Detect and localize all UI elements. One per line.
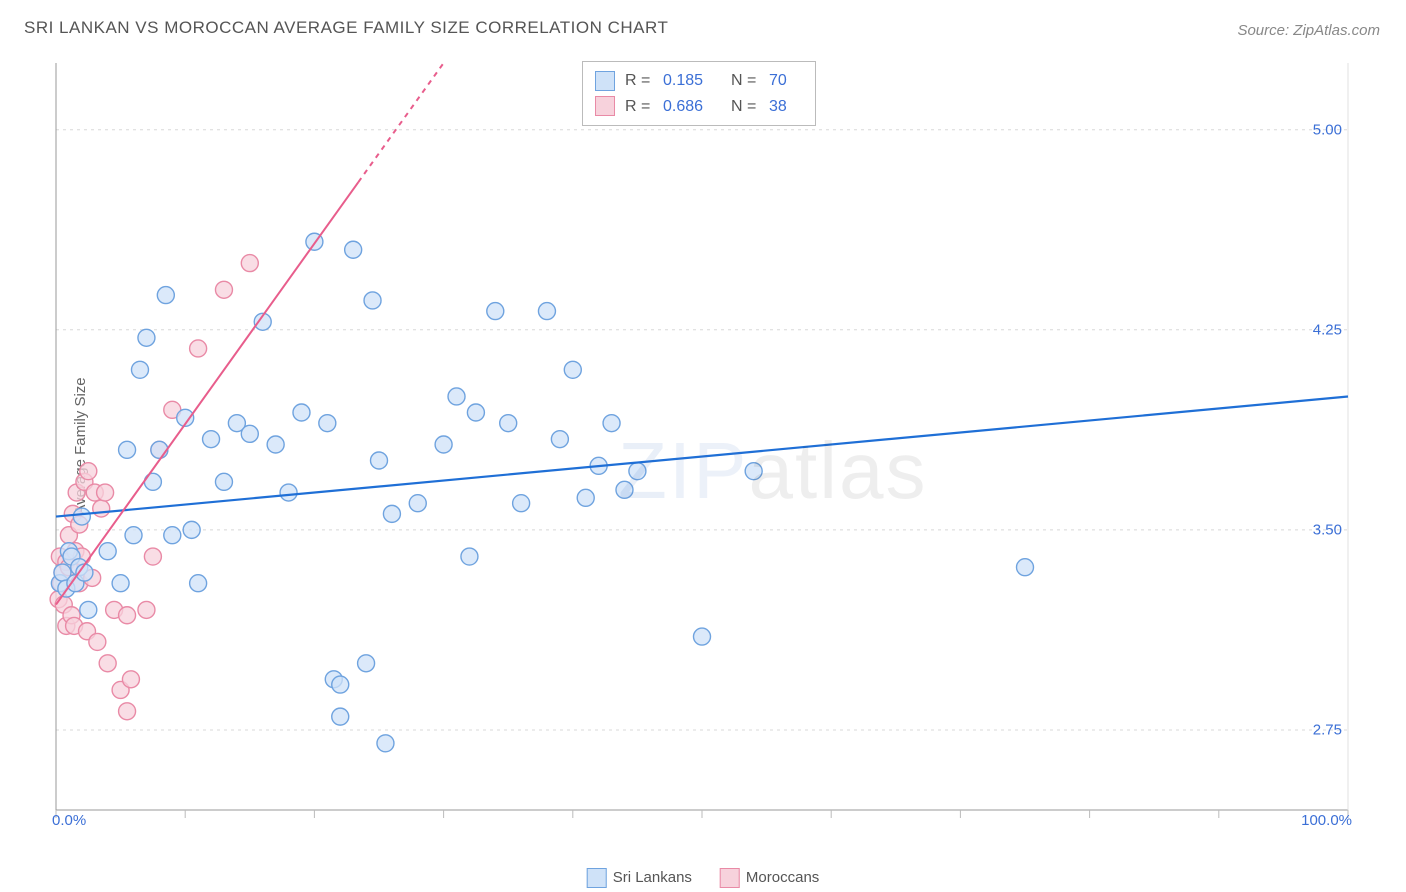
x-axis-max-label: 100.0% [1301, 812, 1352, 829]
legend-swatch [595, 71, 615, 91]
x-axis-min-label: 0.0% [52, 812, 86, 829]
series-legend: Sri Lankans Moroccans [587, 868, 820, 888]
legend-item: Moroccans [720, 868, 819, 888]
legend-swatch [720, 868, 740, 888]
chart-title: SRI LANKAN VS MOROCCAN AVERAGE FAMILY SI… [24, 18, 668, 38]
legend-item: Sri Lankans [587, 868, 692, 888]
stats-legend: R =0.185N =70R =0.686N =38 [582, 61, 816, 126]
y-tick-label: 3.50 [1313, 521, 1342, 538]
legend-swatch [587, 868, 607, 888]
scatter-chart [48, 55, 1356, 835]
chart-area: ZIPatlas R =0.185N =70R =0.686N =38 2.75… [48, 55, 1356, 835]
y-tick-label: 5.00 [1313, 121, 1342, 138]
stats-legend-row: R =0.185N =70 [595, 68, 803, 94]
source-label: Source: ZipAtlas.com [1237, 22, 1380, 39]
y-tick-label: 4.25 [1313, 321, 1342, 338]
legend-swatch [595, 96, 615, 116]
stats-legend-row: R =0.686N =38 [595, 94, 803, 120]
y-tick-label: 2.75 [1313, 721, 1342, 738]
